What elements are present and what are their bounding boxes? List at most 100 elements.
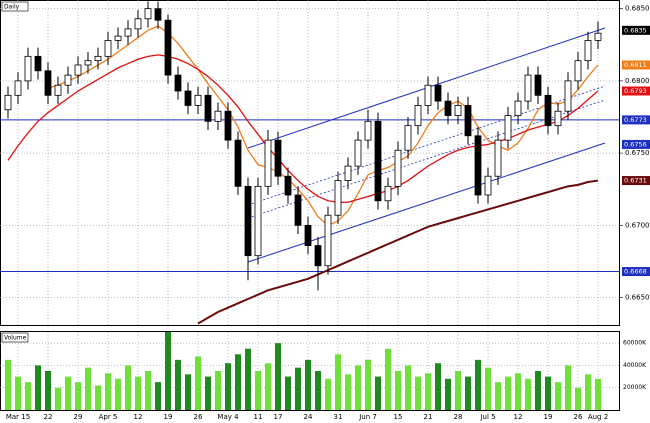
moving-average <box>197 179 599 325</box>
candle-body <box>574 60 582 82</box>
volume-bar <box>25 382 31 410</box>
volume-bar <box>125 365 131 410</box>
title-box <box>1 1 29 12</box>
candle-body <box>144 8 152 20</box>
price-badge-label: 0.6793 <box>624 87 647 95</box>
axes: 0.6850 0.6800 0.6750 0.6700 0.6650 60000K 4000… <box>6 5 650 421</box>
volume-bar <box>565 365 571 410</box>
volume-bar <box>295 367 301 410</box>
x-tick-label: 21 <box>424 413 433 421</box>
x-tick-label: 24 <box>304 413 313 421</box>
candle-body <box>54 84 62 96</box>
volume-bar <box>275 343 281 410</box>
candle-body <box>464 105 472 137</box>
volume-bar <box>165 332 171 410</box>
candle-body <box>584 40 592 62</box>
y-tick-label: 0.6650 <box>625 294 650 302</box>
volume-bar <box>505 376 511 410</box>
volume-bar <box>405 365 411 410</box>
candle-body <box>594 32 602 41</box>
candle-body <box>534 74 542 96</box>
volume-bar <box>555 382 561 410</box>
candle-body <box>174 74 182 92</box>
candle-body <box>194 94 202 106</box>
candle-body <box>124 28 132 37</box>
volume-bar <box>245 348 251 410</box>
y-tick-label: 0.6750 <box>625 149 650 157</box>
candle-body <box>184 90 192 106</box>
volume-bar <box>435 363 441 410</box>
candle-body <box>154 8 162 21</box>
volume-bar <box>85 367 91 410</box>
x-tick-label: 17 <box>274 413 283 421</box>
y-tick-label: 60000K <box>623 340 647 347</box>
candle-body <box>284 175 292 196</box>
x-tick-label: 15 <box>394 413 403 421</box>
volume-bar <box>465 376 471 410</box>
price-badge-label: 0.6756 <box>624 140 647 148</box>
volume-bar <box>265 363 271 410</box>
volume-bar <box>255 371 261 410</box>
candle-body <box>34 55 42 72</box>
x-tick-label: 11 <box>254 413 263 421</box>
candle-body <box>244 185 252 257</box>
volume-bar <box>105 373 111 410</box>
volume-bar <box>195 356 201 410</box>
volume-bar <box>575 387 581 410</box>
volume-bar <box>145 371 151 410</box>
x-tick-label: 12 <box>134 413 143 421</box>
volume-bar <box>445 378 451 410</box>
candle-body <box>494 139 502 177</box>
candle-body <box>364 120 372 141</box>
candle-body <box>564 80 572 112</box>
x-tick-label: 26 <box>574 413 583 421</box>
price-plot <box>0 1 620 325</box>
volume-title: Volume <box>4 335 27 342</box>
price-badge <box>622 267 650 277</box>
candle-body <box>334 180 342 216</box>
candle-body <box>294 194 302 226</box>
candle-body <box>104 40 112 57</box>
price-badge <box>622 139 650 149</box>
candle-body <box>164 19 172 76</box>
volume-bar <box>495 382 501 410</box>
volume-bar <box>215 371 221 410</box>
price-badge-label: 0.6773 <box>624 116 647 124</box>
volume-bar <box>45 371 51 410</box>
x-tick-label: Mar 15 <box>6 413 30 421</box>
volume-bar <box>55 387 61 410</box>
price-badge <box>622 86 650 96</box>
price-badge <box>622 115 650 125</box>
volume-bar <box>35 365 41 410</box>
candle-body <box>254 185 262 257</box>
volume-bar <box>65 376 71 410</box>
candle-body <box>434 84 442 102</box>
volume-bar <box>75 382 81 410</box>
moving-average <box>47 25 599 227</box>
volume-bar <box>5 359 11 410</box>
candle-body <box>384 185 392 202</box>
candle-body <box>454 105 462 116</box>
y-tick-label: 0.6800 <box>625 77 650 85</box>
price-badge <box>622 176 650 186</box>
candle-body <box>114 35 122 41</box>
candle-body <box>354 139 362 167</box>
x-tick-label: 26 <box>194 413 203 421</box>
volume-bar <box>175 359 181 410</box>
price-badge-label: 0.6811 <box>624 61 647 69</box>
volume-bar <box>235 354 241 410</box>
candle-body <box>324 214 332 267</box>
volume-bar <box>425 373 431 410</box>
candle-body <box>484 175 492 196</box>
candle-body <box>304 224 312 246</box>
volume-bar <box>365 359 371 410</box>
candle-body <box>374 120 382 202</box>
x-tick-label: 19 <box>164 413 173 421</box>
candle-body <box>234 139 242 187</box>
volume-bar <box>545 376 551 410</box>
candle-body <box>424 84 432 106</box>
candle-body <box>14 80 22 96</box>
x-tick-label: 22 <box>44 413 53 421</box>
volume-bar <box>455 371 461 410</box>
